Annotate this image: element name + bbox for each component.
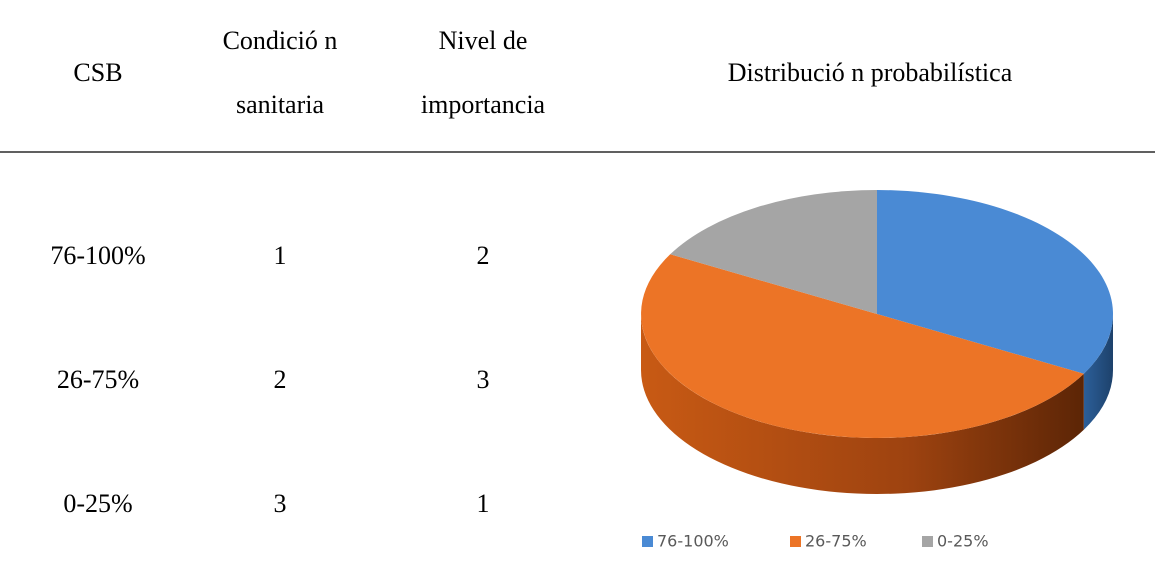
- pie-slice-side: [1083, 314, 1113, 430]
- legend-swatch: [922, 536, 933, 547]
- table-cell: 76-100%: [50, 241, 145, 270]
- table-cell: 3: [274, 489, 287, 518]
- header-cell: Nivel de: [439, 26, 528, 55]
- pie-slice: [877, 190, 1113, 374]
- table-cell: 1: [274, 241, 287, 270]
- header-cell: Condició n: [223, 26, 338, 55]
- header-cell: Distribució n probabilística: [728, 58, 1013, 87]
- legend-label: 26-75%: [805, 532, 867, 551]
- table-cell: 3: [477, 365, 490, 394]
- header-cell: CSB: [73, 58, 122, 87]
- header-cell: sanitaria: [236, 90, 325, 119]
- table-cell: 26-75%: [57, 365, 139, 394]
- pie-slice: [670, 190, 877, 314]
- legend-label: 76-100%: [657, 532, 729, 551]
- legend-swatch: [642, 536, 653, 547]
- table-cell: 0-25%: [63, 489, 132, 518]
- table-cell: 1: [477, 489, 490, 518]
- pie-slice-side: [641, 314, 1084, 494]
- pie-slice: [641, 254, 1084, 438]
- legend-swatch: [790, 536, 801, 547]
- header-cell: importancia: [421, 90, 546, 119]
- table-cell: 2: [274, 365, 287, 394]
- table-cell: 2: [477, 241, 490, 270]
- legend-label: 0-25%: [937, 532, 989, 551]
